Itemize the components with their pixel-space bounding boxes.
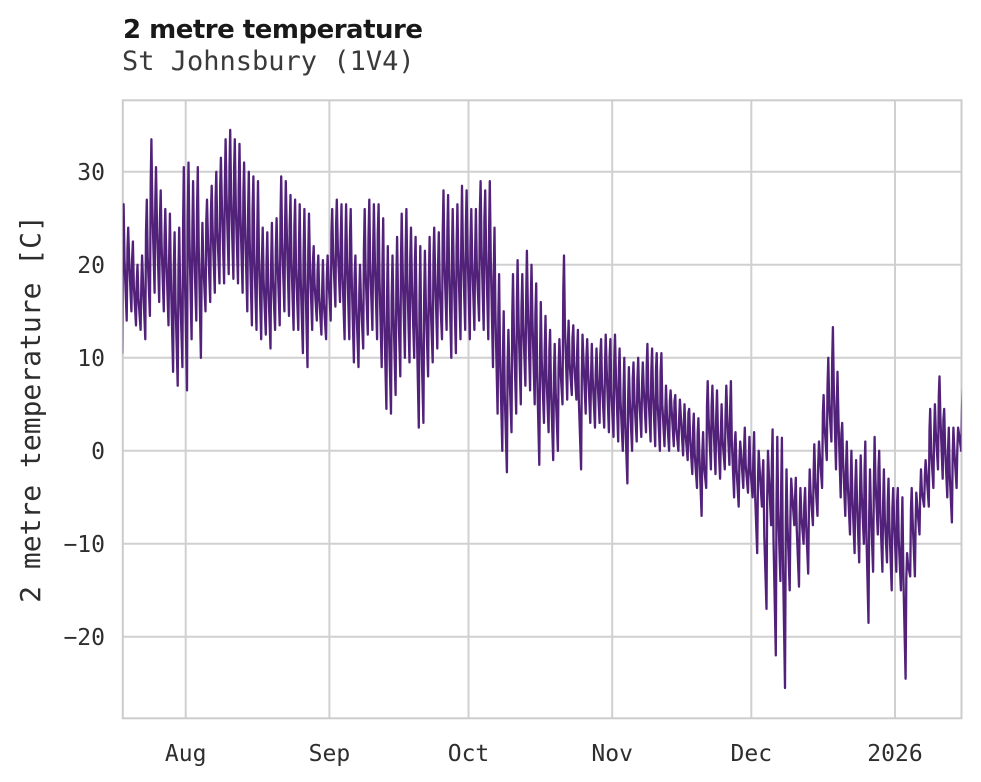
chart-title: 2 metre temperature bbox=[123, 15, 423, 45]
y-tick-label: 20 bbox=[77, 253, 105, 279]
x-tick-label: Nov bbox=[591, 741, 633, 767]
x-tick-labels: Aug Sep Oct Nov Dec 2026 bbox=[165, 741, 923, 767]
x-tick-label: Aug bbox=[165, 741, 207, 767]
y-tick-label: 0 bbox=[91, 439, 105, 465]
temperature-line bbox=[122, 128, 962, 690]
y-tick-label: −20 bbox=[63, 625, 105, 651]
x-tick-label: Dec bbox=[731, 741, 773, 767]
x-tick-label: 2026 bbox=[867, 741, 922, 767]
chart-subtitle: St Johnsbury (1V4) bbox=[122, 46, 415, 77]
y-tick-label: −10 bbox=[63, 532, 105, 558]
y-axis-label: 2 metre temperature [C] bbox=[14, 215, 47, 603]
y-tick-label: 10 bbox=[77, 346, 105, 372]
x-tick-label: Oct bbox=[448, 741, 490, 767]
y-tick-label: 30 bbox=[77, 160, 105, 186]
y-tick-labels: 30 20 10 0 −10 −20 bbox=[63, 160, 105, 651]
x-tick-label: Sep bbox=[309, 741, 351, 767]
